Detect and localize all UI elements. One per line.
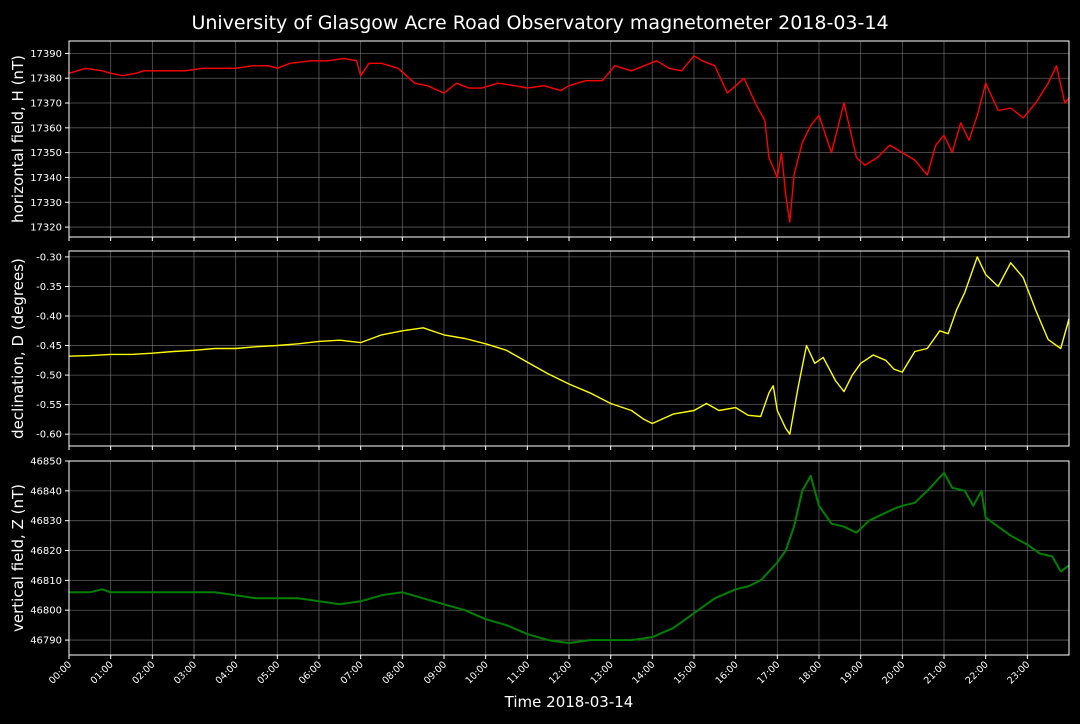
x-tick-label: 13:00 [589,659,616,686]
x-tick-label: 22:00 [964,659,991,686]
y-tick-label: 17350 [30,148,62,159]
x-tick-label: 03:00 [172,659,199,686]
y-tick-label: 46790 [30,636,62,647]
y-tick-label: 17380 [30,74,62,85]
y-tick-label: 17370 [30,99,62,110]
x-tick-label: 19:00 [839,659,866,686]
y-tick-label: 46830 [30,516,62,527]
x-tick-label: 17:00 [755,659,782,686]
y-axis-label: vertical field, Z (nT) [9,484,27,632]
series-line [68,55,1070,223]
x-tick-label: 16:00 [714,659,741,686]
y-tick-label: 46850 [30,457,62,468]
x-tick-label: 04:00 [214,659,241,686]
axes-frame [68,40,1070,238]
y-tick-label: 17330 [30,198,62,209]
y-axis-label: horizontal field, H (nT) [9,55,27,223]
y-tick-label: 46820 [30,546,62,557]
x-tick-label: 01:00 [89,659,116,686]
x-tick-label: 12:00 [547,659,574,686]
x-tick-label: 14:00 [630,659,657,686]
x-tick-label: 07:00 [339,659,366,686]
series-line [69,471,1070,645]
x-tick-label: 09:00 [422,659,449,686]
x-tick-label: 15:00 [672,659,699,686]
x-tick-label: 00:00 [47,659,74,686]
y-tick-label: -0.60 [36,430,62,441]
series-line [68,256,1070,435]
x-tick-label: 08:00 [380,659,407,686]
y-tick-label: 46800 [30,606,62,617]
x-tick-label: 20:00 [880,659,907,686]
y-tick-label: 17340 [30,173,62,184]
y-tick-label: 17360 [30,123,62,134]
x-tick-label: 23:00 [1005,659,1032,686]
y-tick-label: 17320 [30,223,62,234]
x-tick-label: 18:00 [797,659,824,686]
x-tick-label: 21:00 [922,659,949,686]
y-tick-label: -0.45 [36,341,62,352]
y-tick-label: -0.50 [36,371,62,382]
x-tick-label: 06:00 [297,659,324,686]
y-axis-label: declination, D (degrees) [9,258,27,439]
y-tick-label: -0.30 [36,252,62,263]
x-axis-label: Time 2018-03-14 [504,693,634,711]
x-tick-label: 10:00 [464,659,491,686]
axes-frame [68,250,1070,447]
chart-title: University of Glasgow Acre Road Observat… [191,12,888,34]
x-tick-label: 02:00 [130,659,157,686]
x-tick-label: 05:00 [255,659,282,686]
axes-frame [68,460,1070,656]
y-tick-label: 17390 [30,49,62,60]
y-tick-label: 46810 [30,576,62,587]
x-tick-label: 11:00 [505,659,532,686]
y-tick-label: -0.55 [36,400,62,411]
y-tick-label: -0.40 [36,312,62,323]
y-tick-label: -0.35 [36,282,62,293]
y-tick-label: 46840 [30,486,62,497]
